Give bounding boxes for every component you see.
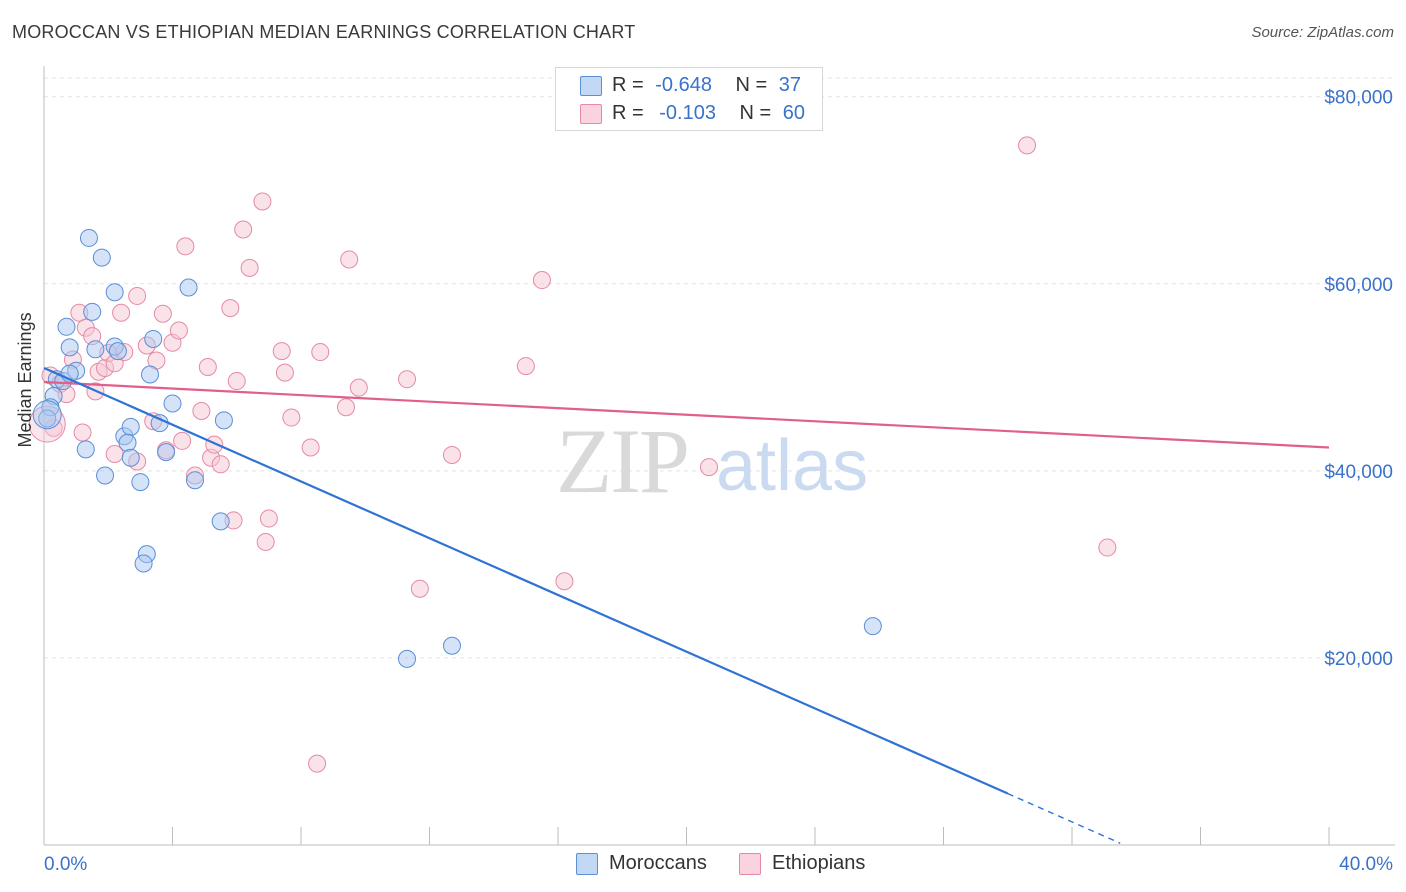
y-tick-label-0: $20,000: [1324, 649, 1393, 670]
point-ethiopians-37: [272, 342, 291, 361]
point-ethiopians-48: [516, 357, 535, 376]
point-ethiopians-54: [308, 754, 327, 773]
legend-r-value: -0.103: [659, 102, 716, 124]
legend-r-label: R =: [612, 102, 644, 124]
point-ethiopians-41: [311, 343, 330, 362]
point-ethiopians-25: [192, 401, 211, 420]
point-moroccans-34: [442, 636, 461, 655]
point-moroccans-29: [214, 411, 233, 430]
axes: [43, 66, 1395, 846]
x-tick-label-min: 0.0%: [44, 854, 87, 875]
bottom-legend-label-moroccans: Moroccans: [609, 852, 707, 874]
point-moroccans-13: [92, 248, 111, 267]
point-moroccans-9: [86, 340, 105, 359]
point-ethiopians-40: [301, 438, 320, 457]
point-moroccans-14: [105, 283, 124, 302]
point-moroccans-19: [121, 417, 140, 436]
point-moroccans-22: [76, 440, 95, 459]
point-ethiopians-31: [227, 372, 246, 391]
legend-swatch-ethiopians: [580, 104, 602, 124]
point-ethiopians-36: [256, 532, 275, 551]
watermark-atlas: atlas: [716, 426, 868, 506]
point-moroccans-16: [141, 365, 160, 384]
source-label: Source: ZipAtlas.com: [1251, 24, 1394, 41]
point-moroccans-15: [144, 329, 163, 348]
bottom-legend-swatch-ethiopians: [739, 853, 761, 875]
point-ethiopians-56: [73, 423, 92, 442]
y-tick-label-2: $60,000: [1324, 275, 1393, 296]
point-ethiopians-35: [259, 509, 278, 528]
point-moroccans-6: [57, 317, 76, 336]
point-ethiopians-52: [1018, 136, 1037, 155]
point-ethiopians-50: [555, 572, 574, 591]
point-moroccans-23: [96, 466, 115, 485]
grid-lines: [44, 77, 1395, 659]
point-moroccans-26: [157, 443, 176, 462]
point-moroccans-7: [60, 338, 79, 357]
trend-line-moroccans-extension: [1007, 792, 1121, 844]
point-moroccans-17: [179, 278, 198, 297]
point-moroccans-28: [185, 471, 204, 490]
legend-swatch-moroccans: [580, 76, 602, 96]
series-moroccans: [32, 228, 882, 668]
point-ethiopians-30: [221, 299, 240, 318]
point-ethiopians-22: [173, 431, 192, 450]
point-moroccans-30: [211, 512, 230, 531]
point-ethiopians-44: [349, 378, 368, 397]
point-ethiopians-51: [699, 458, 718, 477]
bottom-legend-label-ethiopians: Ethiopians: [772, 852, 866, 874]
point-ethiopians-34: [253, 192, 272, 211]
point-ethiopians-26: [198, 358, 217, 377]
legend-n-value: 60: [782, 102, 806, 124]
legend-n-label: N =: [739, 102, 772, 124]
point-moroccans-24: [131, 473, 150, 492]
point-moroccans-35: [863, 617, 882, 636]
y-tick-label-3: $80,000: [1324, 88, 1393, 109]
point-moroccans-11: [108, 342, 127, 361]
trend-lines: [43, 366, 1330, 844]
point-ethiopians-47: [442, 445, 461, 464]
point-moroccans-33: [398, 649, 417, 668]
point-moroccans-27: [163, 394, 182, 413]
y-axis-label: Median Earnings: [15, 312, 35, 448]
point-moroccans-32: [134, 554, 153, 573]
point-ethiopians-32: [234, 220, 253, 239]
trend-line-moroccans: [43, 366, 1009, 795]
point-ethiopians-18: [153, 304, 172, 323]
point-ethiopians-45: [410, 579, 429, 598]
point-ethiopians-39: [282, 408, 301, 427]
watermark: ZIP atlas: [556, 410, 868, 512]
legend-r-label: R =: [612, 74, 644, 96]
point-moroccans-large: [32, 400, 62, 430]
point-moroccans-20: [118, 433, 137, 452]
trend-line-ethiopians: [43, 380, 1330, 449]
y-tick-label-1: $40,000: [1324, 462, 1393, 483]
point-ethiopians-42: [336, 398, 355, 417]
tick-labels: $20,000 $40,000 $60,000 $80,000 0.0% 40.0%: [44, 88, 1393, 875]
point-ethiopians-14: [128, 286, 147, 305]
legend-n-value: 37: [778, 74, 802, 96]
stats-legend: R = -0.648 N = 37 R = -0.103 N = 60: [555, 67, 823, 131]
point-ethiopians-33: [240, 258, 259, 277]
legend-r-value: -0.648: [655, 74, 712, 96]
chart-title: MOROCCAN VS ETHIOPIAN MEDIAN EARNINGS CO…: [12, 22, 636, 42]
bottom-legend-swatch-moroccans: [576, 853, 598, 875]
x-tick-label-max: 40.0%: [1339, 854, 1393, 875]
watermark-zip: ZIP: [556, 410, 688, 512]
point-ethiopians-49: [532, 271, 551, 290]
point-ethiopians-53: [1098, 538, 1117, 557]
point-ethiopians-23: [176, 237, 195, 256]
legend-n-label: N =: [735, 74, 768, 96]
point-ethiopians-29: [211, 455, 230, 474]
point-ethiopians-21: [169, 321, 188, 340]
point-ethiopians-46: [398, 370, 417, 389]
point-ethiopians-38: [275, 363, 294, 382]
point-moroccans-8: [83, 302, 102, 321]
point-moroccans-12: [79, 228, 98, 247]
point-moroccans-36: [38, 409, 57, 428]
point-ethiopians-12: [112, 303, 131, 322]
point-moroccans-21: [121, 448, 140, 467]
point-ethiopians-43: [340, 250, 359, 269]
